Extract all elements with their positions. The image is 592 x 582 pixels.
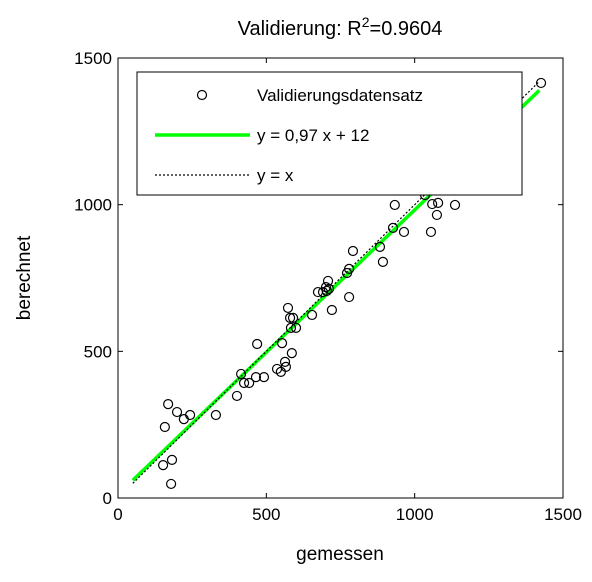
data-point	[398, 226, 410, 238]
data-point	[290, 322, 302, 333]
data-point	[157, 460, 169, 471]
data-point	[178, 413, 189, 425]
data-point	[276, 338, 288, 349]
data-point	[159, 421, 170, 433]
data-point	[166, 478, 177, 490]
data-point	[377, 256, 389, 267]
data-point	[306, 309, 318, 321]
data-point	[171, 406, 183, 418]
title-part: =0.9604	[370, 18, 443, 40]
y-tick-label: 0	[103, 489, 112, 508]
data-point	[258, 372, 270, 383]
y-tick-label: 1000	[74, 196, 112, 215]
y-tick-label: 1500	[74, 49, 112, 68]
data-point	[323, 283, 335, 294]
chart-title: Validierung: R2=0.9604	[238, 14, 443, 40]
data-point	[535, 77, 547, 89]
data-point	[374, 241, 386, 253]
title-part: Validierung: R	[238, 18, 362, 40]
data-point	[347, 245, 359, 257]
data-point	[231, 390, 243, 402]
data-point	[252, 338, 263, 350]
data-point	[166, 454, 178, 465]
data-point	[184, 409, 196, 421]
x-tick-label: 0	[113, 505, 122, 524]
data-point	[320, 281, 332, 293]
data-point	[344, 291, 355, 303]
y-axis-label: berechnet	[14, 235, 35, 320]
data-point	[244, 377, 255, 389]
data-point	[250, 372, 262, 383]
data-point	[449, 199, 461, 211]
plot-frame	[117, 57, 564, 499]
data-point	[285, 322, 297, 333]
data-point	[321, 285, 332, 297]
data-point	[238, 377, 250, 389]
data-point	[389, 199, 400, 211]
data-point	[236, 368, 247, 380]
y-tick-label: 500	[84, 342, 112, 361]
x-tick-label: 1500	[544, 505, 582, 524]
title-part: 2	[362, 14, 370, 30]
data-point	[280, 361, 292, 372]
data-point	[326, 304, 337, 316]
data-point	[433, 197, 444, 209]
data-point	[344, 263, 355, 275]
data-point	[322, 275, 334, 287]
data-point	[431, 209, 443, 221]
data-point	[210, 409, 221, 421]
x-tick-label: 1000	[396, 505, 434, 524]
data-point	[425, 226, 437, 238]
data-point	[287, 312, 299, 323]
data-point	[427, 198, 438, 210]
legend-label: Validierungsdatensatz	[257, 86, 423, 105]
data-point	[286, 347, 297, 359]
legend-label: y = x	[257, 166, 294, 185]
legend-label: y = 0,97 x + 12	[257, 126, 369, 145]
data-point	[282, 302, 294, 314]
legend-marker	[196, 89, 208, 101]
data-point	[284, 312, 296, 323]
x-tick-label: 500	[252, 505, 280, 524]
data-point	[279, 356, 291, 367]
data-point	[387, 222, 399, 233]
data-point	[163, 399, 174, 410]
x-axis-label: gemessen	[296, 544, 384, 565]
